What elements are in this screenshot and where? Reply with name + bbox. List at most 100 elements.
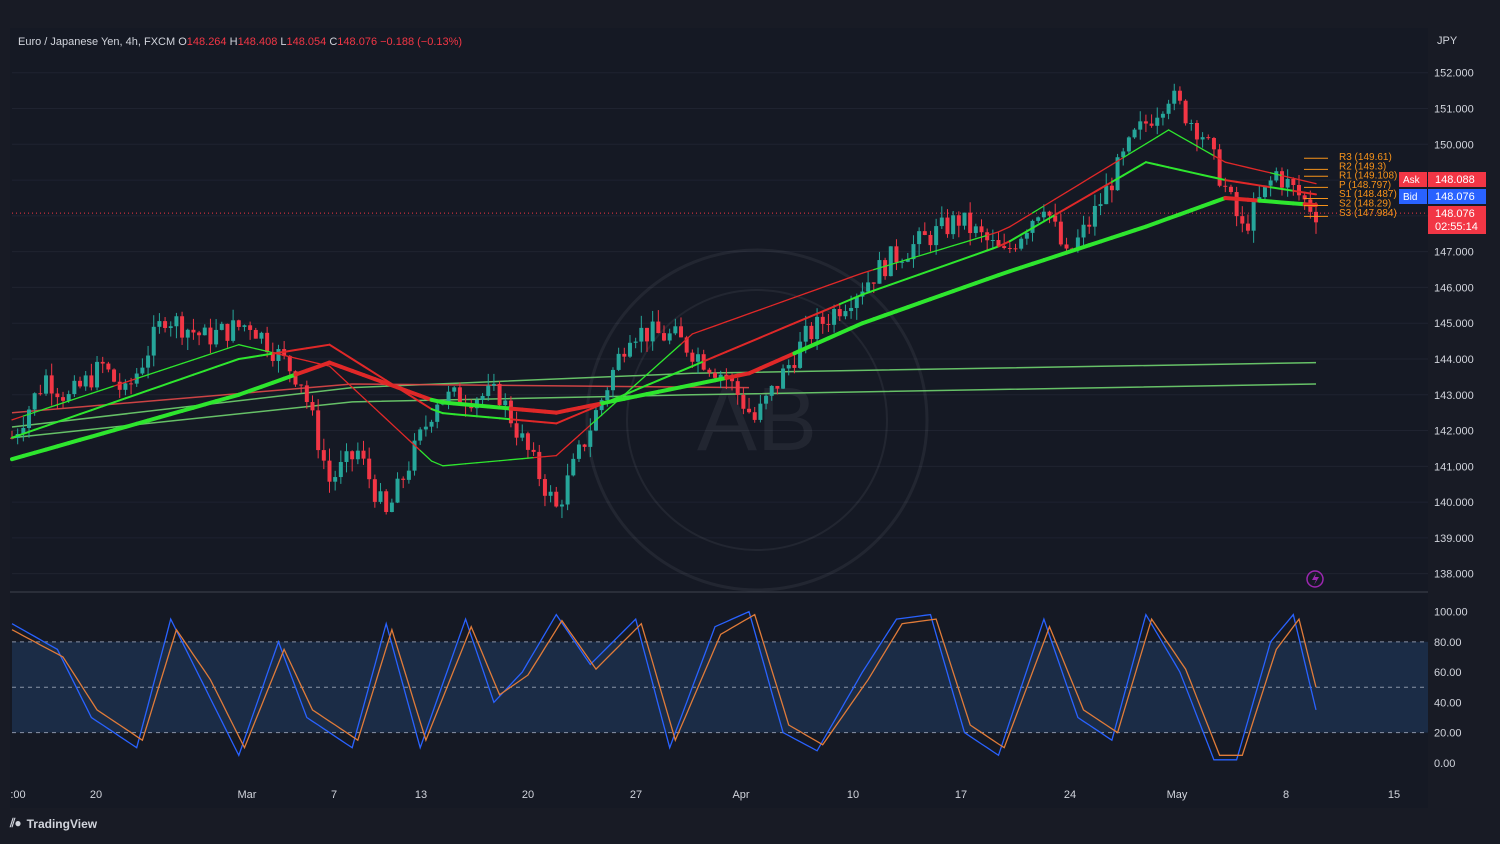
candle-body xyxy=(520,433,525,438)
ema-segment xyxy=(635,373,648,386)
candle-body xyxy=(1172,90,1177,104)
ema-segment xyxy=(838,298,853,306)
ema-segment xyxy=(510,458,523,461)
time-tick-label: 8 xyxy=(1283,789,1289,801)
price-tick-label: 142.000 xyxy=(1434,426,1474,438)
candle-body xyxy=(854,296,859,308)
ema-segment xyxy=(782,322,796,329)
candle-body xyxy=(786,365,791,369)
ema-segment xyxy=(634,384,648,392)
ema-segment xyxy=(56,417,70,423)
candle-body xyxy=(55,393,60,398)
candle-body xyxy=(287,355,292,372)
ema-segment xyxy=(804,312,819,320)
ema-segment xyxy=(475,415,490,419)
stoch-tick-label: 60.00 xyxy=(1434,667,1462,679)
candle-body xyxy=(650,321,655,342)
time-tick-label: 7 xyxy=(331,789,337,801)
ema-segment xyxy=(1200,200,1216,209)
ema-segment xyxy=(1235,180,1249,185)
candle-body xyxy=(537,451,542,480)
candle-body xyxy=(837,309,842,317)
candle-body xyxy=(21,427,26,434)
candle-body xyxy=(542,479,547,496)
candle-body xyxy=(38,393,43,395)
price-tick-label: 138.000 xyxy=(1434,569,1474,581)
candle-body xyxy=(996,240,1001,247)
candle-body xyxy=(1223,185,1228,187)
candle-body xyxy=(163,321,168,328)
ema-segment xyxy=(861,269,875,274)
ema-segment xyxy=(771,300,784,307)
candle-body xyxy=(968,212,973,234)
candle-body xyxy=(764,395,769,404)
candle-body xyxy=(89,375,94,388)
ema-segment xyxy=(566,412,580,420)
ema-segment xyxy=(1054,207,1068,216)
candle-body xyxy=(276,349,281,361)
ema-segment xyxy=(351,357,365,368)
ema-segment xyxy=(1088,187,1102,197)
ema-segment xyxy=(691,360,705,368)
ema-segment xyxy=(1111,156,1124,166)
candle-body xyxy=(1268,180,1273,186)
ema-segment xyxy=(997,240,1011,248)
candle-body xyxy=(582,444,587,447)
pivot-label: S2 (148.29) xyxy=(1339,199,1391,210)
ema-segment xyxy=(1166,212,1182,221)
ema-segment xyxy=(918,269,932,276)
candle-body xyxy=(752,412,757,420)
candle-body xyxy=(83,375,88,387)
candle-body xyxy=(1314,211,1318,223)
candle-body xyxy=(1132,129,1137,138)
candle-body xyxy=(338,462,343,478)
candle-body xyxy=(866,282,871,292)
ema-segment xyxy=(124,393,138,400)
alert-icon[interactable] xyxy=(1306,570,1324,588)
candle-body xyxy=(820,316,825,324)
candle-body xyxy=(718,374,723,378)
candle-body xyxy=(531,449,536,452)
footer-brand[interactable]: ⫽● TradingView xyxy=(10,816,97,831)
ema-segment xyxy=(11,432,25,439)
ema-segment xyxy=(1178,168,1193,174)
candle-body xyxy=(707,369,712,373)
ema-segment xyxy=(249,346,263,351)
ema-segment xyxy=(1143,220,1160,229)
ema-segment xyxy=(293,368,309,377)
candle-body xyxy=(503,400,508,406)
ema-segment xyxy=(589,414,603,426)
candle-body xyxy=(248,325,253,330)
candle-body xyxy=(843,311,848,317)
ema-segment xyxy=(147,385,161,392)
candle-body xyxy=(185,329,190,338)
candle-body xyxy=(225,323,230,341)
price-tick-label: 152.000 xyxy=(1434,68,1474,80)
ema-segment xyxy=(792,346,808,356)
stoch-tick-label: 100.00 xyxy=(1434,607,1468,619)
ema-segment xyxy=(1302,202,1318,208)
ema-segment xyxy=(623,383,637,396)
time-tick-label: 10 xyxy=(847,789,859,801)
bar-countdown: 02:55:14 xyxy=(1435,221,1478,233)
ema-segment xyxy=(1133,161,1147,170)
ema-segment xyxy=(1020,212,1034,221)
candle-body xyxy=(480,395,485,400)
ema-segment xyxy=(770,326,785,334)
candle-body xyxy=(922,231,927,235)
ema-segment xyxy=(1167,166,1181,171)
currency-label[interactable]: JPY xyxy=(1437,35,1458,47)
candle-body xyxy=(327,460,332,482)
ema-segment xyxy=(952,257,966,264)
ema-segment xyxy=(294,357,308,362)
candle-body xyxy=(554,491,559,507)
candle-body xyxy=(826,323,831,325)
ema-segment xyxy=(249,354,263,359)
time-tick-label: Mar xyxy=(238,789,257,801)
candle-body xyxy=(242,325,247,327)
ema-segment xyxy=(442,464,455,467)
candle-body xyxy=(758,403,763,420)
ema-segment xyxy=(1099,163,1113,173)
ema-segment xyxy=(645,379,660,387)
